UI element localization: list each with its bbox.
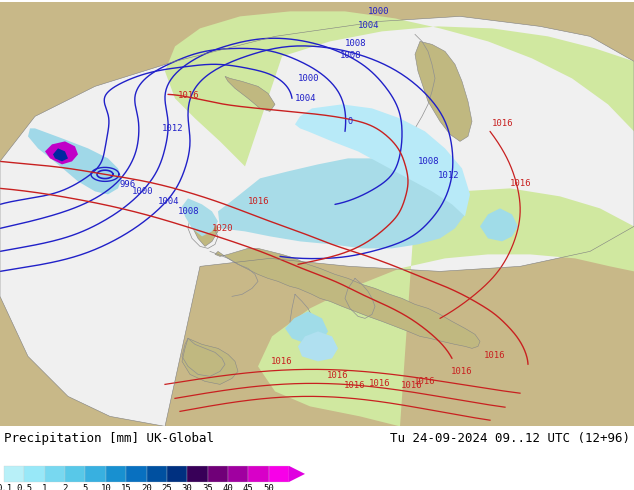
Bar — [269, 466, 289, 482]
Text: 1016: 1016 — [178, 91, 200, 100]
Text: 2: 2 — [62, 484, 68, 490]
Polygon shape — [225, 76, 275, 111]
Bar — [167, 466, 187, 482]
Polygon shape — [289, 466, 305, 482]
Polygon shape — [182, 198, 218, 236]
Polygon shape — [285, 311, 328, 344]
Polygon shape — [165, 11, 634, 167]
Bar — [4, 466, 24, 482]
Bar — [126, 466, 146, 482]
Text: 1020: 1020 — [212, 224, 233, 233]
Text: 1004: 1004 — [295, 95, 316, 103]
Text: 40: 40 — [223, 484, 233, 490]
Text: 1008: 1008 — [340, 51, 361, 60]
Text: 1012: 1012 — [162, 124, 183, 133]
Bar — [249, 466, 269, 482]
Bar — [207, 466, 228, 482]
Text: 45: 45 — [243, 484, 254, 490]
Text: 1016: 1016 — [451, 368, 473, 376]
Text: 1: 1 — [42, 484, 48, 490]
Text: 1000: 1000 — [132, 187, 153, 196]
Polygon shape — [298, 331, 338, 362]
Text: 1016: 1016 — [369, 379, 391, 389]
Text: 20: 20 — [141, 484, 152, 490]
Bar — [45, 466, 65, 482]
Text: Precipitation [mm] UK-Global: Precipitation [mm] UK-Global — [4, 432, 214, 445]
Text: 1016: 1016 — [510, 179, 531, 188]
Polygon shape — [295, 104, 470, 217]
Text: 1012: 1012 — [438, 172, 460, 180]
Bar — [228, 466, 249, 482]
Text: 15: 15 — [120, 484, 131, 490]
Text: 1000: 1000 — [368, 7, 389, 16]
Bar — [86, 466, 106, 482]
Polygon shape — [215, 248, 480, 348]
Text: Tu 24-09-2024 09..12 UTC (12+96): Tu 24-09-2024 09..12 UTC (12+96) — [390, 432, 630, 445]
Polygon shape — [218, 158, 465, 248]
Text: 0.1: 0.1 — [0, 484, 12, 490]
Text: 1016: 1016 — [414, 377, 436, 387]
Polygon shape — [28, 128, 122, 195]
Text: 1008: 1008 — [345, 39, 366, 49]
Text: 1004: 1004 — [358, 22, 380, 30]
Text: 35: 35 — [202, 484, 213, 490]
Polygon shape — [0, 16, 634, 426]
Text: 1016: 1016 — [271, 357, 293, 367]
Polygon shape — [182, 339, 238, 384]
Text: 5: 5 — [83, 484, 88, 490]
Bar — [106, 466, 126, 482]
Text: 1000: 1000 — [298, 74, 320, 83]
Text: O: O — [347, 118, 353, 126]
Bar — [24, 466, 45, 482]
Text: 1008: 1008 — [418, 157, 439, 167]
Text: 1016: 1016 — [327, 371, 349, 380]
Polygon shape — [415, 41, 472, 142]
Text: 10: 10 — [100, 484, 111, 490]
Polygon shape — [190, 211, 218, 246]
Text: 1016: 1016 — [492, 120, 514, 128]
Text: 1016: 1016 — [248, 197, 269, 206]
Bar — [187, 466, 207, 482]
Text: 1008: 1008 — [178, 207, 200, 217]
Text: 30: 30 — [182, 484, 193, 490]
Polygon shape — [480, 208, 518, 242]
Text: 1016: 1016 — [484, 351, 506, 360]
Text: 50: 50 — [263, 484, 274, 490]
Polygon shape — [258, 188, 634, 426]
Text: 1016: 1016 — [401, 381, 423, 391]
Text: 25: 25 — [162, 484, 172, 490]
Text: 996: 996 — [120, 180, 136, 189]
Polygon shape — [45, 142, 78, 164]
Polygon shape — [53, 148, 68, 161]
Text: 1004: 1004 — [158, 197, 179, 206]
Text: 1016: 1016 — [344, 381, 366, 391]
Bar — [146, 466, 167, 482]
Bar — [65, 466, 86, 482]
Text: 0.5: 0.5 — [16, 484, 32, 490]
